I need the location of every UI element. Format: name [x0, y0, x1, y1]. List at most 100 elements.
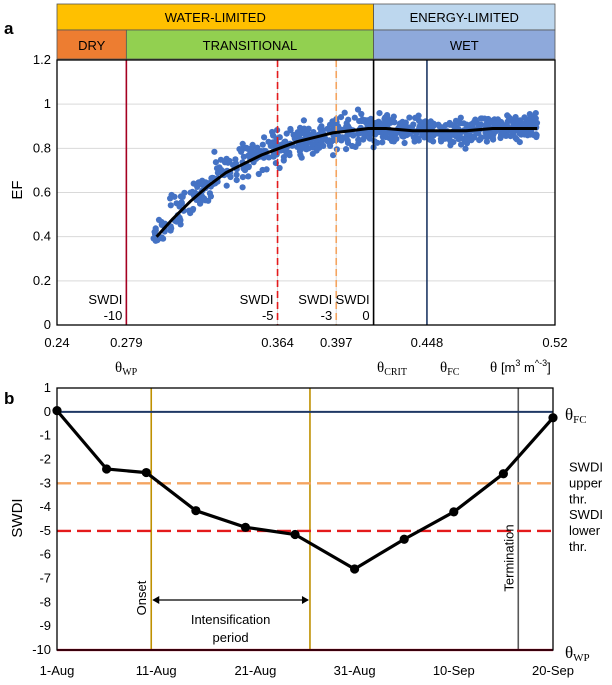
- right-label-2-line-2: thr.: [569, 539, 587, 554]
- scatter-point: [236, 146, 243, 153]
- swdi-point: [290, 529, 300, 540]
- scatter-point: [194, 183, 201, 190]
- scatter-point: [233, 171, 240, 178]
- swdi-series-line: [55, 409, 555, 571]
- scatter-point: [269, 139, 276, 146]
- panel-b-horizontal-lines: [57, 410, 553, 652]
- scatter-point: [178, 199, 185, 206]
- swdi-point: [191, 506, 201, 516]
- band-top-0: [56, 3, 374, 31]
- scatter-point: [533, 133, 540, 141]
- scatter-point: [211, 148, 218, 155]
- right-label-2-line-0: SWDI: [569, 507, 603, 522]
- swdi-annotation-value: -10: [104, 308, 123, 323]
- swdi-point: [102, 464, 112, 474]
- swdi-annotation-label: SWDI: [240, 292, 274, 307]
- scatter-point: [309, 141, 316, 148]
- scatter-point: [358, 110, 365, 118]
- band-bottom-0: [56, 29, 127, 60]
- scatter-point: [419, 119, 426, 126]
- panel-b-frame: [56, 387, 554, 651]
- scatter-point: [427, 136, 434, 143]
- scatter-point: [333, 119, 340, 126]
- y-tick-label: -5: [39, 523, 51, 538]
- theta-crit-label: θCRIT: [377, 360, 407, 378]
- arrowhead-left: [152, 595, 160, 604]
- right-label-1-line-0: SWDI: [569, 459, 603, 474]
- scatter-point: [442, 131, 449, 138]
- scatter-point: [509, 128, 516, 135]
- scatter-point: [491, 120, 499, 127]
- scatter-point: [387, 134, 394, 141]
- scatter-point: [367, 115, 374, 122]
- onset-label: Onset: [134, 580, 149, 615]
- panel-b-letter: b: [4, 389, 14, 408]
- x-tick-label: 11-Aug: [136, 663, 177, 678]
- scatter-point: [330, 152, 337, 159]
- scatter-point: [378, 129, 385, 136]
- scatter-point: [356, 118, 363, 125]
- scatter-point: [303, 146, 310, 153]
- scatter-point: [449, 122, 456, 129]
- scatter-point: [276, 164, 283, 172]
- panel-a-frame: [56, 59, 556, 326]
- scatter-point: [187, 189, 194, 196]
- y-tick-label: -2: [39, 451, 51, 466]
- scatter-point: [155, 216, 163, 223]
- scatter-point: [517, 130, 525, 138]
- y-tick-label: 0.6: [33, 185, 51, 200]
- x-tick-label: 0.279: [110, 335, 143, 350]
- panel-b-vertical-lines: [150, 388, 520, 650]
- arrowhead-right: [301, 595, 309, 604]
- scatter-point: [239, 184, 246, 191]
- scatter-point: [457, 114, 464, 121]
- scatter-point: [212, 159, 219, 166]
- band-top-1: [373, 3, 556, 31]
- scatter-point: [453, 118, 460, 125]
- scatter-point: [239, 140, 246, 147]
- scatter-point: [208, 175, 215, 182]
- y-tick-label: 0.8: [33, 140, 51, 155]
- y-tick-label: 1: [44, 96, 51, 111]
- right-label-1-line-2: thr.: [569, 491, 587, 506]
- band-bottom-label-0: DRY: [78, 38, 106, 53]
- scatter-point: [414, 135, 422, 142]
- scatter-point: [317, 125, 324, 132]
- swdi-series-points: [52, 406, 558, 574]
- swdi-point: [498, 469, 508, 479]
- scatter-point: [270, 132, 277, 139]
- scatter-point: [218, 166, 225, 174]
- scatter-point: [168, 225, 175, 232]
- panel-a-grid: [56, 59, 556, 325]
- scatter-point: [196, 197, 203, 204]
- scatter-point: [168, 191, 175, 199]
- scatter-point: [376, 110, 383, 117]
- x-tick-label: 0.397: [320, 335, 353, 350]
- swdi-point: [399, 534, 409, 544]
- scatter-point: [221, 159, 229, 166]
- y-tick-label: -3: [39, 475, 51, 490]
- panel-b-ylabel: SWDI: [9, 498, 26, 537]
- scatter-point: [509, 117, 516, 124]
- scatter-point: [345, 116, 352, 123]
- right-label-2-line-1: lower: [569, 523, 601, 538]
- scatter-point: [259, 141, 266, 148]
- scatter-point: [504, 118, 511, 125]
- scatter-point: [223, 182, 230, 189]
- x-tick-label: 31-Aug: [334, 663, 376, 678]
- swdi-point: [350, 564, 360, 574]
- scatter-point: [160, 235, 167, 242]
- swdi-annotation-value: -3: [321, 308, 333, 323]
- band-bottom-1: [125, 29, 374, 60]
- scatter-point: [356, 136, 363, 144]
- scatter-point: [245, 173, 252, 180]
- x-tick-label: 20-Sep: [532, 663, 574, 678]
- swdi-point: [449, 507, 459, 517]
- scatter-point: [391, 119, 398, 126]
- panel-a-bands: WATER-LIMITED ENERGY-LIMITED DRY TRANSITION…: [56, 3, 556, 60]
- y-tick-label: 0.2: [33, 273, 51, 288]
- scatter-point: [206, 190, 213, 197]
- band-top-label-1: ENERGY-LIMITED: [410, 10, 519, 25]
